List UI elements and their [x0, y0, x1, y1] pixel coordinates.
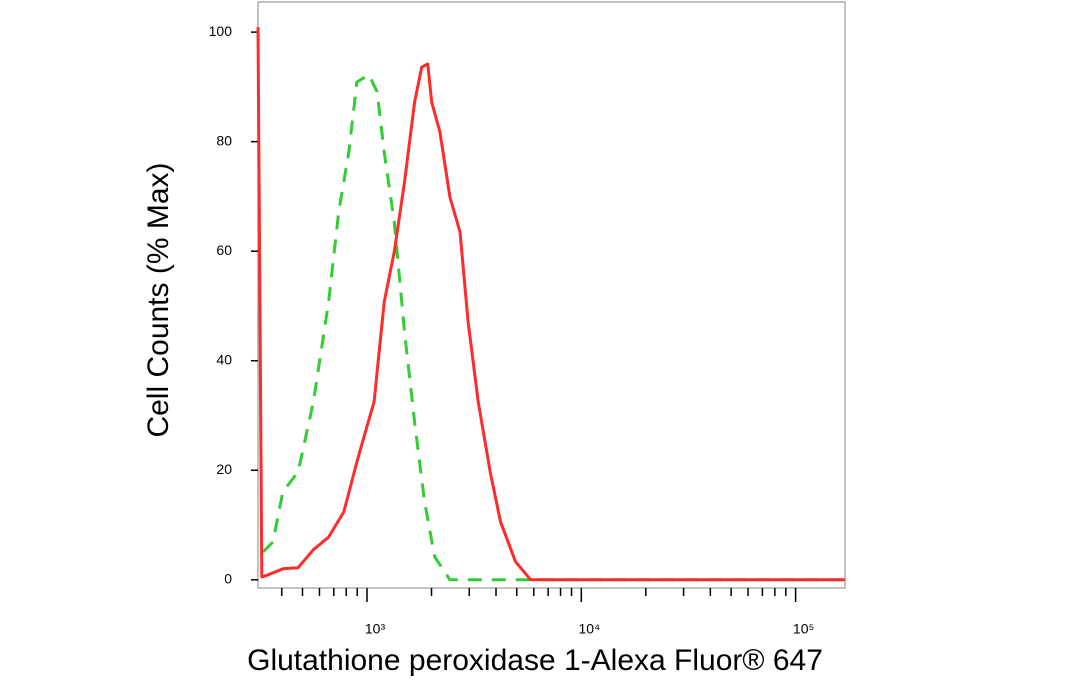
y-tick-label: 40 [216, 351, 232, 367]
y-tick-label: 100 [209, 23, 233, 39]
plot-frame [257, 1, 846, 589]
y-tick-label: 20 [216, 461, 232, 477]
series-line [256, 27, 845, 582]
y-axis-title: Cell Counts (% Max) [142, 162, 175, 437]
x-tick-label: 10⁴ [579, 621, 601, 637]
y-tick-label: 0 [224, 570, 232, 586]
x-tick-label: 10⁵ [793, 621, 814, 637]
y-tick-label: 60 [216, 242, 232, 258]
y-tick-label: 80 [216, 132, 232, 148]
x-axis-title: Glutathione peroxidase 1-Alexa Fluor® 64… [247, 644, 823, 677]
x-tick-label: 10³ [365, 621, 386, 637]
series-line [261, 73, 845, 582]
